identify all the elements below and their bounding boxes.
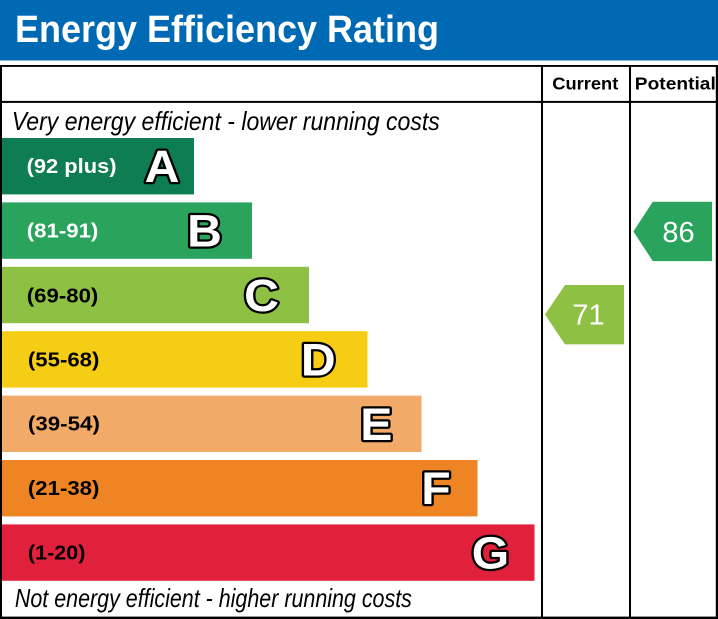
svg-text:F: F: [421, 464, 450, 514]
svg-text:Energy Efficiency Rating: Energy Efficiency Rating: [15, 9, 439, 51]
svg-text:(81-91): (81-91): [27, 221, 99, 243]
svg-text:86: 86: [662, 217, 694, 249]
svg-text:G: G: [472, 528, 509, 578]
svg-text:Very energy efficient - lower: Very energy efficient - lower running co…: [12, 106, 440, 136]
svg-text:E: E: [360, 399, 392, 449]
svg-text:(69-80): (69-80): [27, 285, 99, 307]
svg-text:(39-54): (39-54): [28, 414, 100, 436]
svg-text:71: 71: [572, 300, 604, 332]
svg-text:(55-68): (55-68): [28, 349, 100, 371]
svg-text:(21-38): (21-38): [28, 478, 100, 500]
svg-text:D: D: [301, 335, 336, 385]
svg-text:Current: Current: [552, 73, 618, 93]
svg-text:(1-20): (1-20): [28, 543, 86, 565]
svg-text:C: C: [244, 270, 279, 320]
svg-text:A: A: [145, 142, 180, 192]
svg-text:Not energy efficient - higher: Not energy efficient - higher running co…: [15, 583, 412, 613]
svg-text:(92 plus): (92 plus): [27, 156, 117, 178]
svg-text:B: B: [187, 206, 222, 256]
svg-text:Potential: Potential: [635, 73, 716, 93]
